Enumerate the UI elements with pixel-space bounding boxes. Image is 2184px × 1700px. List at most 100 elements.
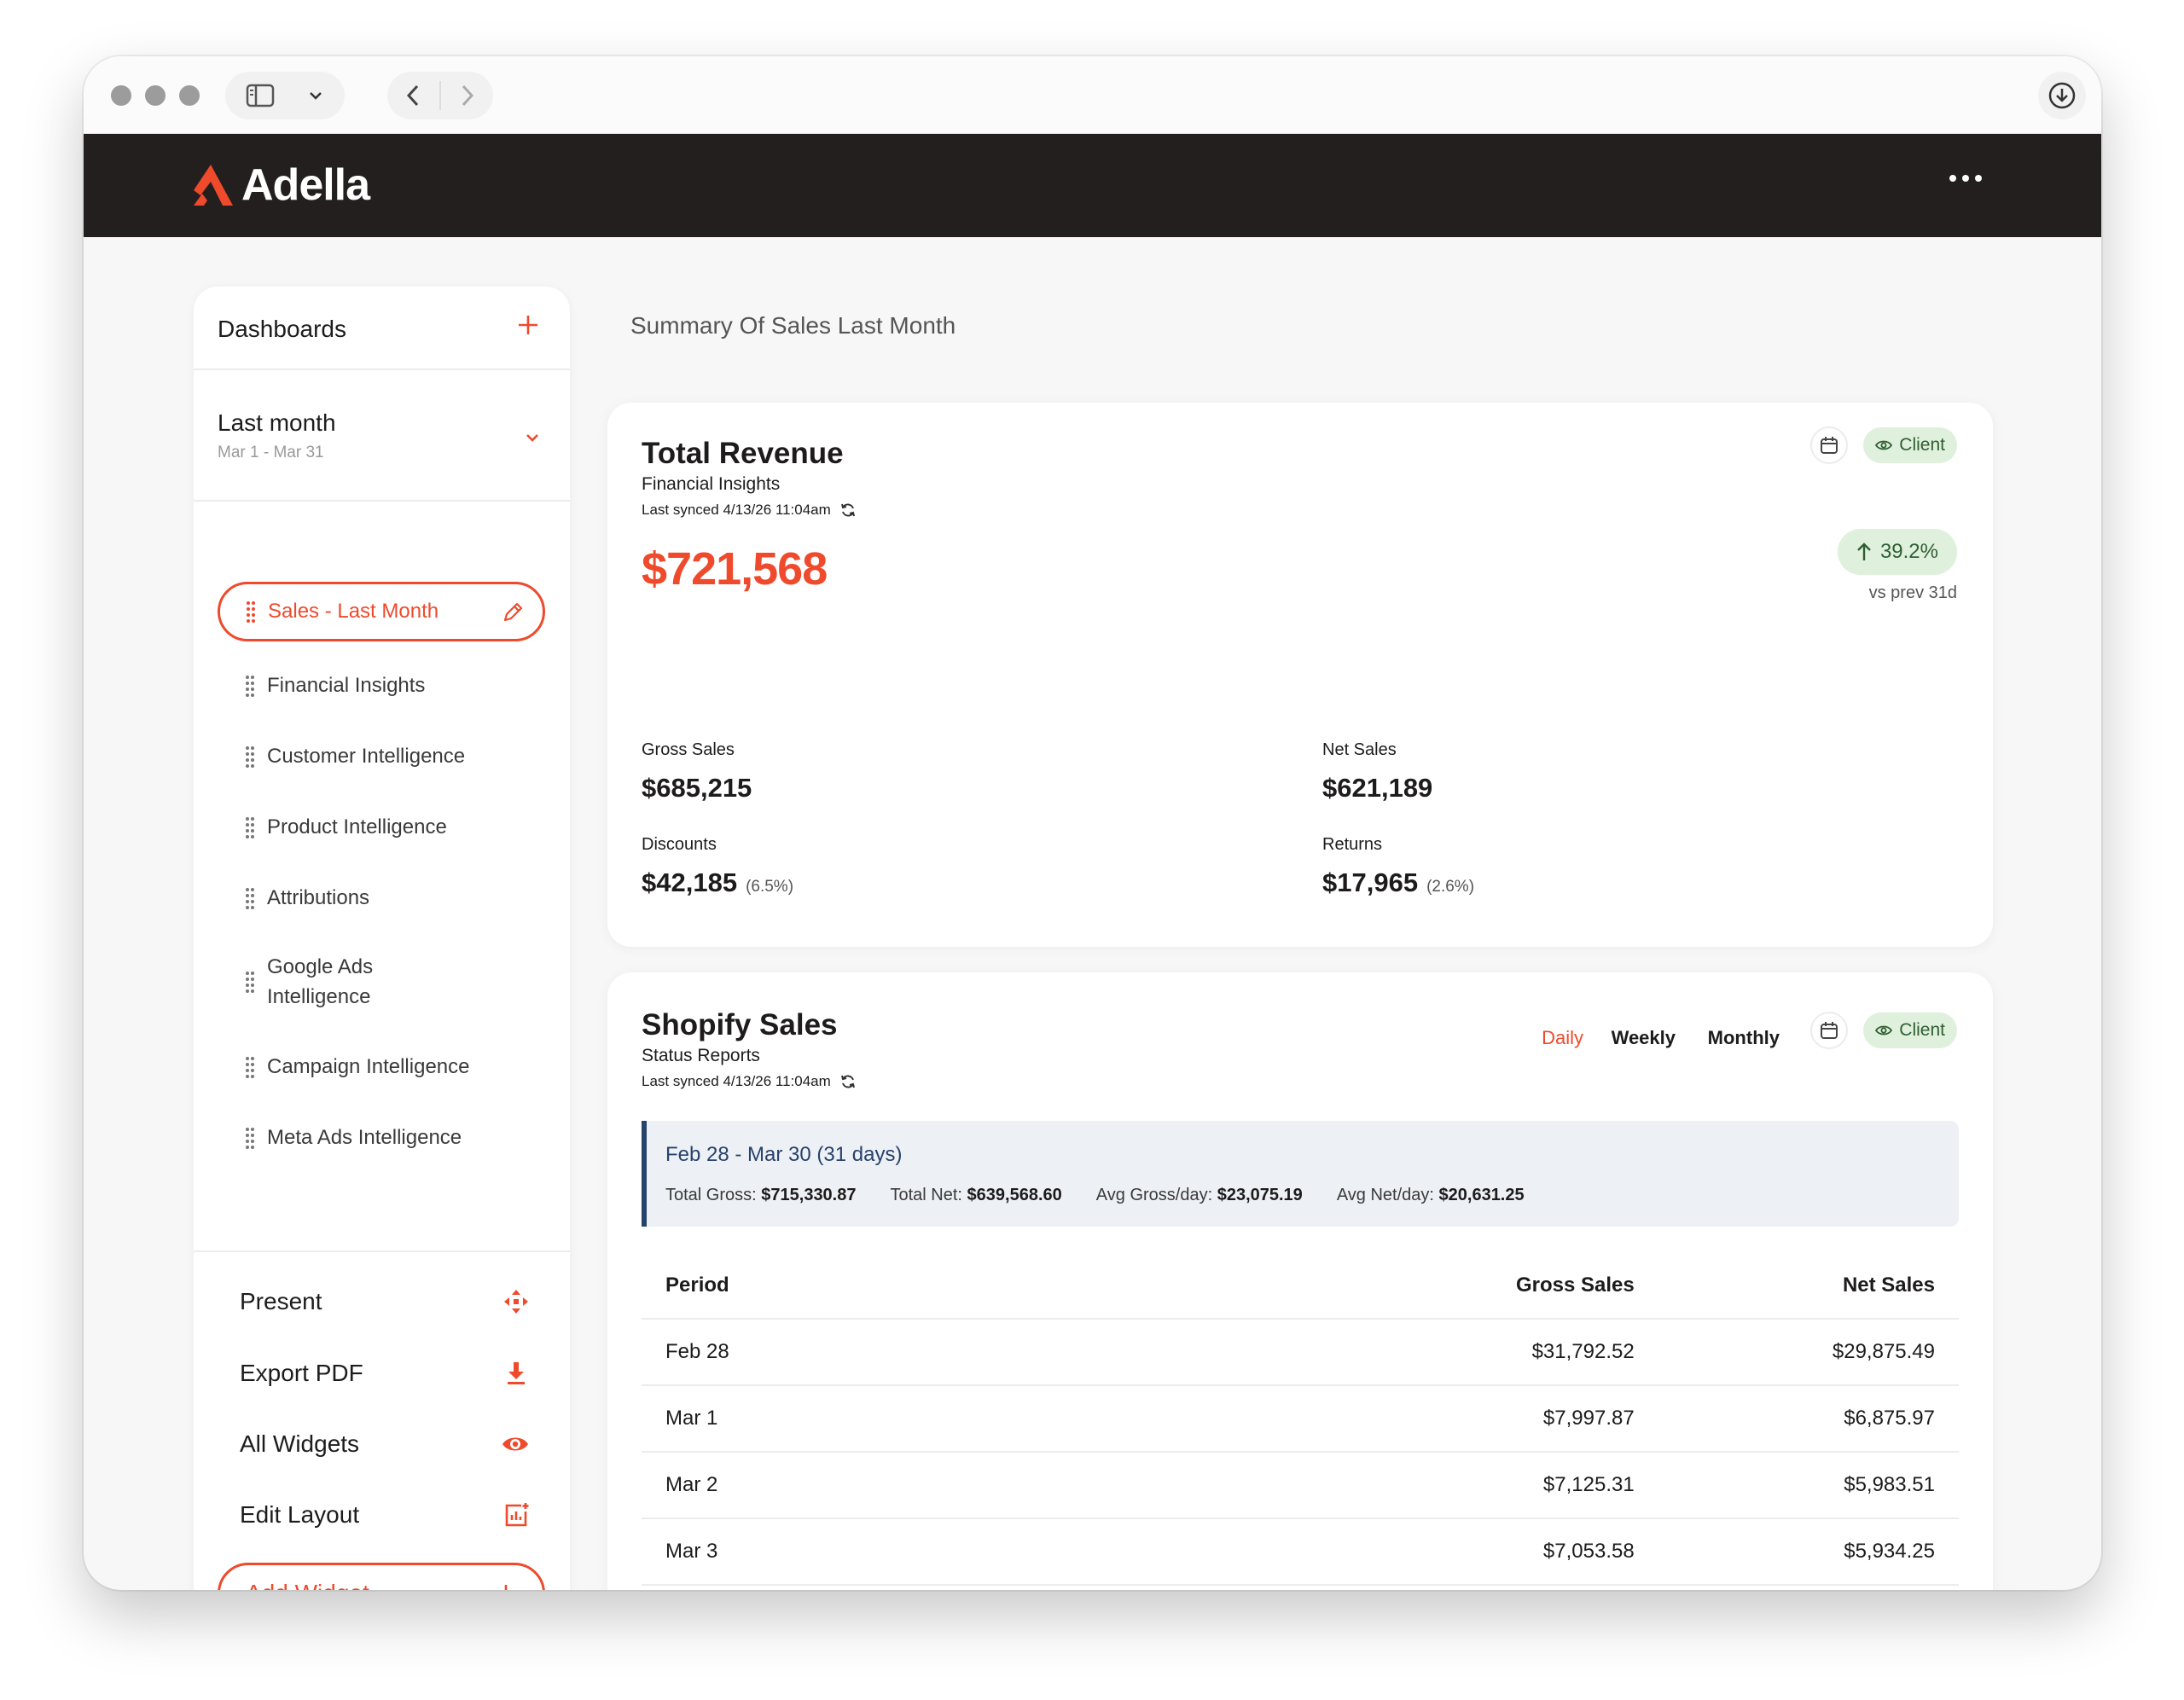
- app-header: Adella: [84, 134, 2101, 237]
- forward-arrow-icon[interactable]: [456, 83, 477, 108]
- tab-daily[interactable]: Daily: [1542, 1027, 1583, 1048]
- drag-handle-icon[interactable]: [238, 1127, 262, 1149]
- sidebar-item-campaign-intelligence[interactable]: Campaign Intelligence: [218, 1050, 545, 1084]
- cell-period: Feb 28: [642, 1319, 867, 1386]
- drag-handle-icon[interactable]: [238, 746, 262, 768]
- eye-icon: [502, 1437, 528, 1451]
- discounts-label: Discounts: [642, 835, 717, 854]
- sidebar-item-sales-last-month[interactable]: Sales - Last Month: [218, 582, 545, 641]
- table-row: Feb 28 $31,792.52 $29,875.49: [642, 1319, 1959, 1386]
- present-button[interactable]: Present: [240, 1288, 530, 1315]
- total-gross-stat: Total Gross: $715,330.87: [665, 1186, 857, 1204]
- zoom-window-button[interactable]: [179, 85, 200, 106]
- sidebar-item-product-intelligence[interactable]: Product Intelligence: [218, 810, 545, 844]
- downloads-button[interactable]: [2038, 72, 2086, 119]
- add-widget-label: Add Widget: [246, 1580, 369, 1590]
- drag-handle-icon[interactable]: [238, 675, 262, 697]
- cell-gross-sales: $7,053.58: [866, 1518, 1635, 1586]
- history-nav: [387, 72, 493, 119]
- tab-monthly[interactable]: Monthly: [1707, 1027, 1780, 1048]
- close-window-button[interactable]: [111, 85, 131, 106]
- calendar-icon: [1821, 1022, 1838, 1039]
- add-widget-button[interactable]: Add Widget: [218, 1563, 545, 1590]
- badge-label: Client: [1899, 435, 1945, 455]
- edit-layout-button[interactable]: Edit Layout: [240, 1501, 530, 1529]
- sidebar-item-label: Campaign Intelligence: [267, 1055, 470, 1078]
- avg-net-stat: Avg Net/day: $20,631.25: [1336, 1186, 1525, 1204]
- period-selector[interactable]: Last month Mar 1 - Mar 31: [194, 370, 570, 502]
- all-widgets-button[interactable]: All Widgets: [240, 1430, 530, 1458]
- minimize-window-button[interactable]: [145, 85, 166, 106]
- eye-outline-icon: [1875, 1025, 1893, 1036]
- action-label: All Widgets: [240, 1430, 360, 1457]
- export-pdf-button[interactable]: Export PDF: [240, 1360, 530, 1387]
- column-header-net-sales[interactable]: Net Sales: [1634, 1252, 1959, 1320]
- sidebar-item-label: Attributions: [267, 886, 370, 909]
- sidebar-toggle-button[interactable]: [225, 72, 345, 119]
- cell-net-sales: $6,875.97: [1634, 1385, 1959, 1453]
- client-visibility-badge[interactable]: Client: [1863, 427, 1957, 463]
- back-arrow-icon[interactable]: [404, 83, 424, 108]
- net-sales-label: Net Sales: [1322, 740, 1397, 759]
- card-subtitle: Financial Insights: [642, 474, 781, 494]
- download-circle-icon: [2048, 82, 2076, 109]
- cell-period: Mar 1: [642, 1385, 867, 1453]
- drag-handle-icon[interactable]: [238, 1056, 262, 1078]
- action-label: Present: [240, 1288, 322, 1314]
- client-visibility-badge[interactable]: Client: [1863, 1012, 1957, 1048]
- pencil-icon[interactable]: [502, 601, 524, 624]
- table-header-row: Period Gross Sales Net Sales: [642, 1252, 1959, 1320]
- add-dashboard-icon[interactable]: [515, 312, 541, 338]
- last-synced: Last synced 4/13/26 11:04am: [642, 502, 857, 519]
- edit-layout-icon: [505, 1503, 529, 1527]
- drag-handle-icon[interactable]: [238, 816, 262, 838]
- calendar-icon: [1821, 437, 1838, 454]
- browser-window: Adella Dashboards Last month Mar 1 - Mar…: [84, 56, 2101, 1590]
- drag-handle-icon[interactable]: [238, 971, 262, 993]
- sidebar-item-attributions[interactable]: Attributions: [218, 881, 545, 915]
- sidebar-item-google-ads-intelligence[interactable]: Google Ads Intelligence: [218, 950, 545, 1013]
- last-synced-text: Last synced 4/13/26 11:04am: [642, 502, 831, 518]
- card-title: Total Revenue: [642, 437, 844, 470]
- refresh-icon[interactable]: [839, 502, 857, 519]
- present-icon: [504, 1290, 528, 1314]
- table-row: Mar 2 $7,125.31 $5,983.51: [642, 1452, 1959, 1519]
- card-subtitle: Status Reports: [642, 1046, 760, 1065]
- last-synced: Last synced 4/13/26 11:04am: [642, 1073, 857, 1090]
- column-header-gross-sales[interactable]: Gross Sales: [866, 1252, 1635, 1320]
- tab-weekly[interactable]: Weekly: [1611, 1027, 1676, 1048]
- card-title: Shopify Sales: [642, 1008, 838, 1041]
- more-dots-icon: [1949, 175, 1956, 182]
- cell-gross-sales: $7,997.87: [866, 1385, 1635, 1453]
- date-picker-button[interactable]: [1810, 426, 1848, 464]
- trend-badge: 39.2%: [1837, 529, 1957, 575]
- returns-percent: (2.6%): [1426, 878, 1475, 896]
- action-label: Edit Layout: [240, 1501, 360, 1528]
- sidebar-divider: [194, 1250, 570, 1252]
- cell-period: Mar 2: [642, 1452, 867, 1519]
- drag-handle-icon[interactable]: [239, 601, 263, 623]
- refresh-icon[interactable]: [839, 1073, 857, 1090]
- download-icon: [508, 1362, 525, 1384]
- chevron-down-icon: [526, 434, 538, 442]
- column-header-period[interactable]: Period: [642, 1252, 867, 1320]
- sidebar-header: Dashboards: [194, 287, 570, 370]
- cell-gross-sales: $7,125.31: [866, 1452, 1635, 1519]
- sidebar-icon: [246, 84, 275, 107]
- sidebar-item-meta-ads-intelligence[interactable]: Meta Ads Intelligence: [218, 1121, 545, 1155]
- summary-date-range: Feb 28 - Mar 30 (31 days): [665, 1143, 903, 1166]
- adella-logo-icon: [194, 165, 233, 206]
- period-label: Last month: [218, 409, 336, 436]
- app-logo[interactable]: Adella: [192, 160, 370, 211]
- cell-period: Mar 3: [642, 1518, 867, 1586]
- eye-outline-icon: [1875, 440, 1893, 450]
- more-menu-button[interactable]: [1949, 175, 1982, 182]
- sidebar-item-customer-intelligence[interactable]: Customer Intelligence: [218, 740, 545, 774]
- cell-gross-sales: $31,792.52: [866, 1319, 1635, 1386]
- action-label: Export PDF: [240, 1360, 363, 1386]
- sidebar-item-label: Financial Insights: [267, 674, 426, 697]
- sidebar-item-financial-insights[interactable]: Financial Insights: [218, 669, 545, 703]
- summary-stats: Total Gross: $715,330.87 Total Net: $639…: [665, 1186, 1525, 1205]
- drag-handle-icon[interactable]: [238, 887, 262, 909]
- date-picker-button[interactable]: [1810, 1012, 1848, 1049]
